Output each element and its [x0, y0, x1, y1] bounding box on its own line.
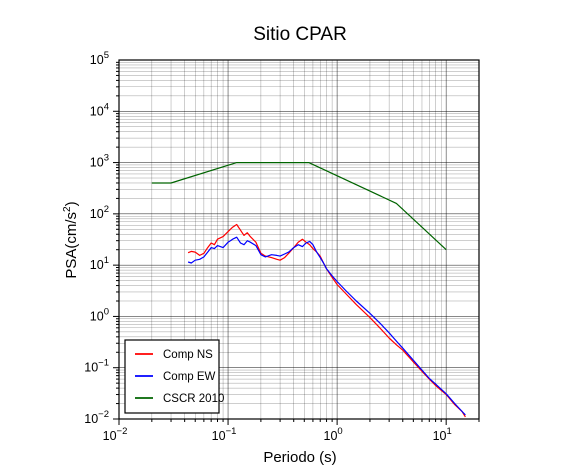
plot-frame: [118, 59, 480, 420]
x-tick-base: 10: [324, 429, 338, 443]
legend: Comp NS Comp EW CSCR 2010: [124, 339, 224, 414]
x-tick-base: 10: [212, 429, 226, 443]
x-tick-exponent: 0: [337, 426, 342, 437]
x-tick-label: 10−1: [212, 426, 237, 443]
x-tick-exponent: −2: [117, 426, 128, 437]
series-line-comp-ns: [187, 223, 466, 418]
y-tick-exponent: −2: [98, 409, 109, 420]
y-tick-label: 104: [90, 101, 109, 118]
y-tick-label: 101: [90, 255, 109, 272]
legend-label: Comp NS: [163, 349, 213, 361]
y-tick-label: 10−1: [84, 358, 109, 375]
y-axis-label-close: ): [63, 201, 80, 206]
y-axis-label: PSA(cm/s2): [62, 201, 80, 278]
y-tick-base: 10: [90, 258, 104, 272]
y-tick-base: 10: [90, 309, 104, 323]
x-tick-label: 100: [324, 426, 343, 443]
y-tick-label: 102: [90, 204, 109, 221]
y-tick-exponent: 2: [104, 204, 109, 215]
y-tick-exponent: 4: [104, 101, 109, 112]
series-line-cscr-2010: [151, 162, 447, 251]
y-tick-exponent: −1: [98, 358, 109, 369]
y-axis-label-text: PSA(cm/s: [63, 212, 80, 279]
x-tick-exponent: −1: [226, 426, 237, 437]
y-tick-label: 100: [90, 306, 109, 323]
y-tick-exponent: 0: [104, 306, 109, 317]
y-tick-base: 10: [90, 207, 104, 221]
x-tick-label: 101: [433, 426, 452, 443]
y-tick-exponent: 1: [104, 255, 109, 266]
x-tick-label: 10−2: [103, 426, 128, 443]
y-tick-base: 10: [90, 104, 104, 118]
chart-title: Sitio CPAR: [253, 24, 347, 45]
y-tick-exponent: 5: [104, 50, 109, 61]
y-tick-label: 10−2: [84, 409, 109, 426]
y-tick-base: 10: [90, 53, 104, 67]
y-tick-exponent: 3: [104, 153, 109, 164]
y-tick-label: 103: [90, 153, 109, 170]
y-tick-base: 10: [84, 412, 98, 426]
series-line-comp-ew: [187, 236, 466, 416]
y-axis-label-exponent: 2: [62, 206, 73, 212]
legend-label: Comp EW: [163, 371, 216, 383]
x-tick-exponent: 1: [446, 426, 451, 437]
y-tick-base: 10: [90, 156, 104, 170]
x-axis-label: Periodo (s): [263, 449, 336, 466]
y-tick-label: 105: [90, 50, 109, 67]
legend-label: CSCR 2010: [163, 393, 224, 405]
x-tick-base: 10: [103, 429, 117, 443]
y-tick-base: 10: [84, 361, 98, 375]
series-layer: [151, 162, 466, 418]
x-tick-base: 10: [433, 429, 447, 443]
